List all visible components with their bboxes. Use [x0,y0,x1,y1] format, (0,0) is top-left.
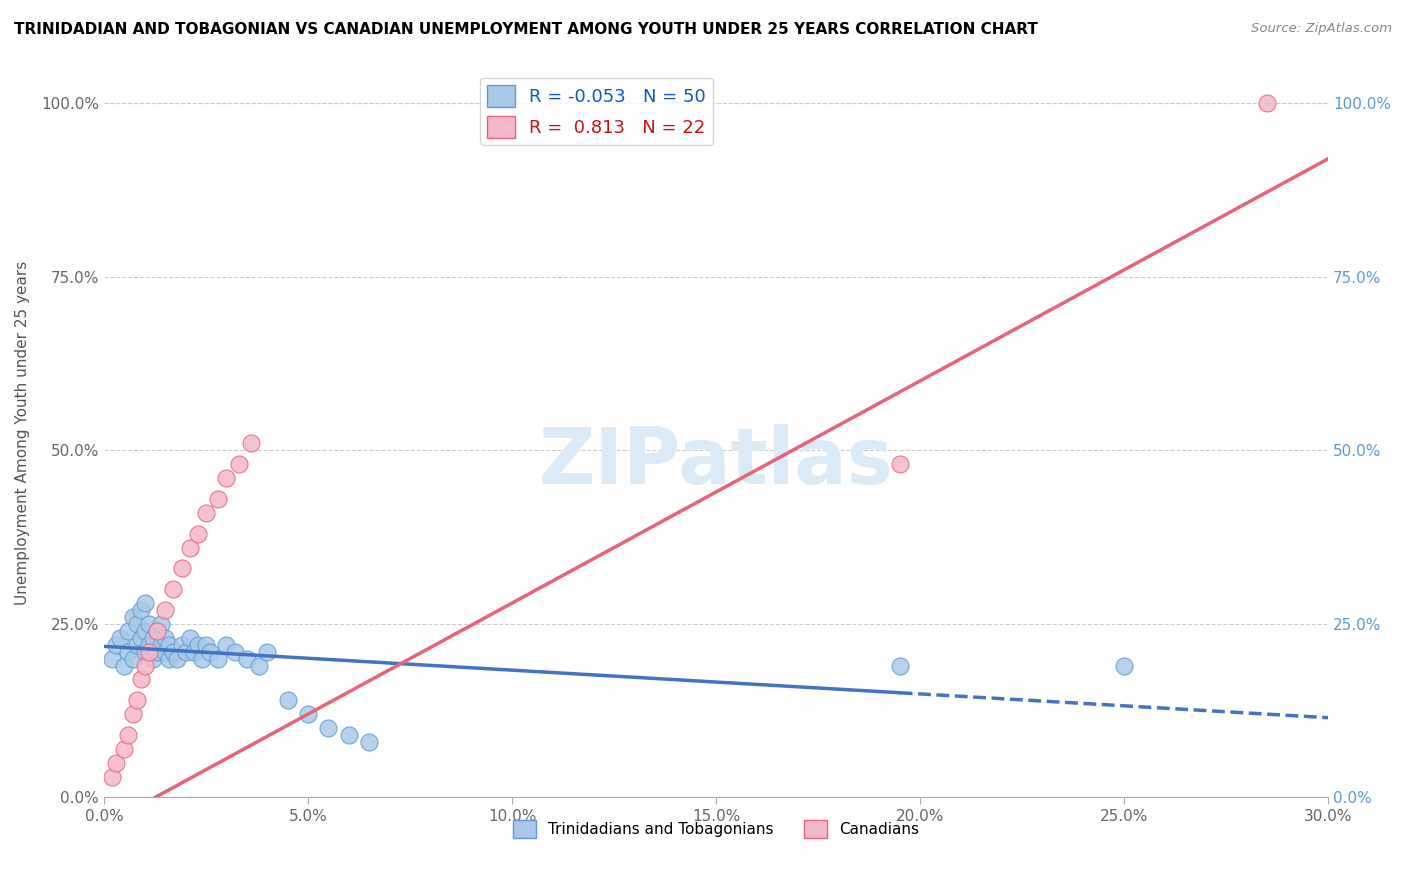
Point [138,616,160,631]
Point [129,673,152,687]
Point [138,638,160,652]
Point [146,645,169,659]
Point [157,651,180,665]
Point [110,631,132,645]
Point [138,645,160,659]
Point [150,638,173,652]
Point [187,638,209,652]
Point [277,693,299,707]
Point [187,526,209,541]
Point [101,770,124,784]
Point [236,651,259,665]
Point [134,596,156,610]
Point [129,603,152,617]
Point [889,457,911,471]
Point [174,645,197,659]
Point [247,658,270,673]
Point [170,561,193,575]
Point [125,616,148,631]
Point [153,603,176,617]
Point [134,645,156,659]
Text: ZIPatlas: ZIPatlas [538,424,894,500]
Point [121,610,143,624]
Point [195,638,218,652]
Point [207,491,229,506]
Point [153,645,176,659]
Point [207,651,229,665]
Point [239,436,262,450]
Point [1114,658,1136,673]
Point [121,651,143,665]
Point [112,658,135,673]
Point [166,651,188,665]
Point [224,645,246,659]
Point [195,506,218,520]
Point [150,616,173,631]
Point [142,651,165,665]
Point [105,638,128,652]
Point [117,624,139,638]
Point [337,728,360,742]
Point [125,638,148,652]
Point [179,541,201,555]
Point [162,582,184,597]
Point [146,624,169,638]
Legend: Trinidadians and Tobagonians, Canadians: Trinidadians and Tobagonians, Canadians [506,814,925,845]
Point [112,742,135,756]
Point [125,693,148,707]
Point [198,645,221,659]
Text: TRINIDADIAN AND TOBAGONIAN VS CANADIAN UNEMPLOYMENT AMONG YOUTH UNDER 25 YEARS C: TRINIDADIAN AND TOBAGONIAN VS CANADIAN U… [14,22,1038,37]
Point [1256,96,1278,111]
Point [129,631,152,645]
Point [215,638,238,652]
Point [117,645,139,659]
Point [134,658,156,673]
Point [157,638,180,652]
Point [170,638,193,652]
Point [256,645,278,659]
Point [297,707,319,722]
Point [117,728,139,742]
Point [142,631,165,645]
Point [101,651,124,665]
Point [191,651,214,665]
Point [134,624,156,638]
Point [153,631,176,645]
Point [359,735,381,749]
Point [889,658,911,673]
Point [318,721,340,735]
Point [179,631,201,645]
Point [146,624,169,638]
Point [215,471,238,485]
Point [105,756,128,770]
Point [162,645,184,659]
Text: Source: ZipAtlas.com: Source: ZipAtlas.com [1251,22,1392,36]
Point [228,457,250,471]
Point [183,645,205,659]
Y-axis label: Unemployment Among Youth under 25 years: Unemployment Among Youth under 25 years [15,260,30,605]
Point [121,707,143,722]
